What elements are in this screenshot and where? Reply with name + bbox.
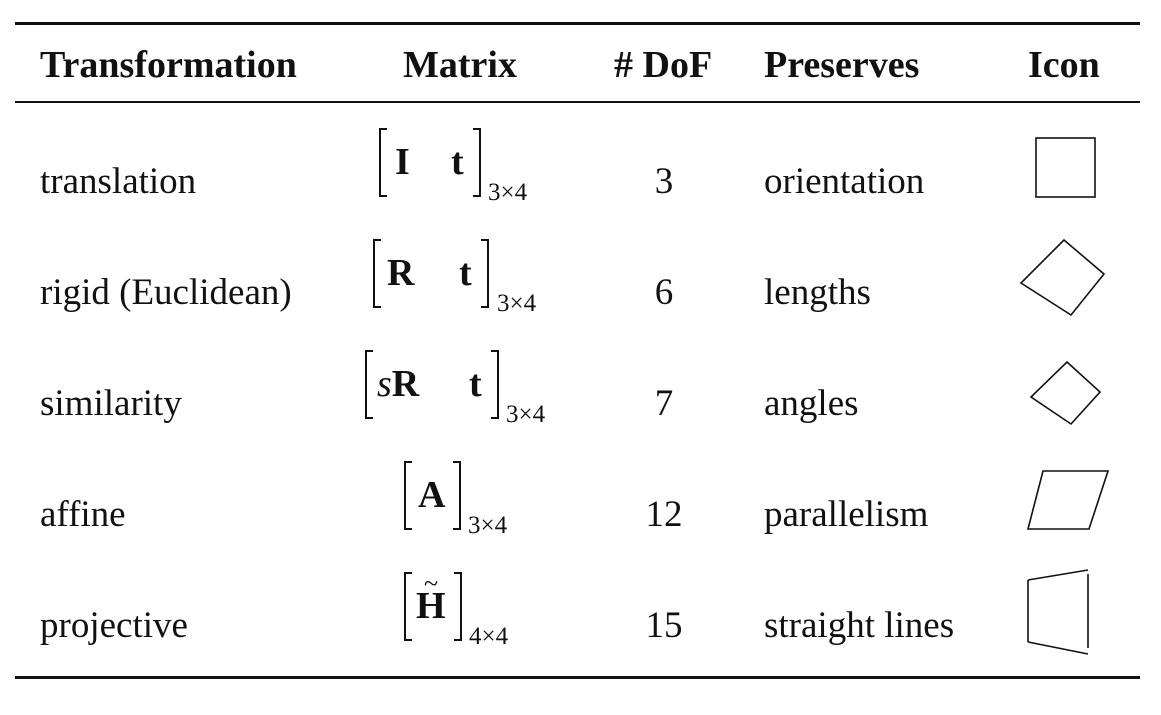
left-bracket bbox=[365, 350, 373, 419]
matrix-size: 3×4 bbox=[497, 290, 537, 317]
matrix-entry: sR bbox=[377, 362, 419, 406]
matrix-entry: t bbox=[451, 141, 464, 183]
right-bracket bbox=[453, 461, 461, 530]
table-row: similarity sR t 3×4 7 angles bbox=[0, 350, 1161, 493]
matrix-size: 4×4 bbox=[469, 623, 509, 650]
transformation-name: translation bbox=[40, 161, 197, 202]
preserves-value: parallelism bbox=[764, 494, 929, 535]
matrix-entry: t bbox=[469, 363, 482, 405]
scale-factor: s bbox=[377, 363, 392, 405]
matrix-entry: A bbox=[418, 474, 446, 516]
trapezoid-icon bbox=[1027, 569, 1089, 655]
preserves-value: angles bbox=[764, 383, 859, 424]
left-bracket bbox=[404, 461, 412, 530]
preserves-value: lengths bbox=[764, 272, 871, 313]
preserves-value: orientation bbox=[764, 161, 925, 202]
header-dof: # DoF bbox=[614, 44, 713, 86]
header-preserves: Preserves bbox=[764, 44, 920, 86]
header-icon: Icon bbox=[1028, 44, 1100, 86]
dof-value: 7 bbox=[654, 383, 674, 424]
table-row: translation I t 3×4 3 orientation bbox=[0, 128, 1161, 271]
transformation-name: similarity bbox=[40, 383, 182, 424]
matrix-size: 3×4 bbox=[488, 179, 528, 206]
left-bracket bbox=[404, 572, 412, 641]
right-bracket bbox=[473, 128, 481, 197]
matrix-size: 3×4 bbox=[506, 401, 546, 428]
matrix-entry: ~ H bbox=[416, 571, 446, 628]
matrix-entry: t bbox=[459, 252, 472, 294]
matrix-entry: I bbox=[395, 141, 410, 183]
right-bracket bbox=[491, 350, 499, 419]
transformation-name: projective bbox=[40, 605, 188, 646]
tilde-accent: ~ bbox=[424, 569, 439, 598]
table-header-rule bbox=[15, 101, 1140, 103]
rotated-square-icon bbox=[1019, 238, 1106, 317]
square-icon bbox=[1035, 137, 1096, 198]
matrix-entry-symbol: R bbox=[391, 363, 420, 405]
right-bracket bbox=[481, 239, 489, 308]
table-row: rigid (Euclidean) R t 3×4 6 lengths bbox=[0, 238, 1161, 382]
left-bracket bbox=[379, 128, 387, 197]
table-top-rule bbox=[15, 22, 1140, 25]
dof-value: 6 bbox=[654, 272, 674, 313]
parallelogram-icon bbox=[1026, 470, 1110, 530]
transformation-name: affine bbox=[40, 494, 126, 535]
transformation-name: rigid (Euclidean) bbox=[40, 272, 292, 313]
dof-value: 3 bbox=[654, 161, 674, 202]
matrix-entry-symbol: H bbox=[416, 585, 446, 627]
preserves-value: straight lines bbox=[764, 605, 955, 646]
small-rotated-square-icon bbox=[1029, 360, 1102, 426]
right-bracket bbox=[454, 572, 462, 641]
table-row: projective ~ H 4×4 15 straight lines bbox=[0, 569, 1161, 715]
matrix-entry: R bbox=[387, 252, 415, 294]
dof-value: 15 bbox=[645, 605, 683, 646]
table-row: affine A 3×4 12 parallelism bbox=[0, 461, 1161, 604]
header-matrix: Matrix bbox=[403, 44, 517, 86]
header-transformation: Transformation bbox=[40, 44, 297, 86]
left-bracket bbox=[373, 239, 381, 308]
table-bottom-rule bbox=[15, 676, 1140, 679]
dof-value: 12 bbox=[645, 494, 683, 535]
matrix-size: 3×4 bbox=[468, 512, 508, 539]
